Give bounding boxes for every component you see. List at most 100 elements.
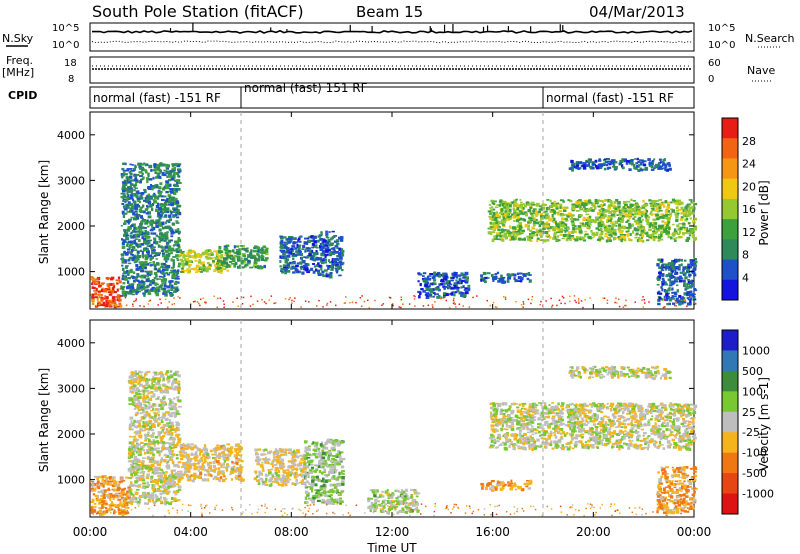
echo-cell [319, 247, 324, 252]
echo-cell [652, 238, 656, 242]
echo-cell [138, 245, 142, 248]
echo-cell [623, 159, 627, 163]
echo-cell [324, 254, 327, 259]
echo-cell [185, 255, 188, 257]
echo-cell [687, 293, 691, 296]
echo-cell [550, 217, 553, 222]
echo-cell [122, 240, 126, 244]
echo-cell [176, 259, 180, 261]
echo-cell [136, 393, 141, 395]
echo-cell [241, 248, 246, 250]
echo-cell [525, 273, 529, 276]
echo-cell [121, 261, 126, 264]
echo-cell [504, 212, 508, 215]
echo-cell [219, 297, 222, 299]
echo-cell [150, 409, 154, 412]
echo-cell [432, 306, 434, 308]
echo-cell [165, 267, 169, 272]
echo-cell [559, 203, 563, 207]
echo-cell [142, 247, 146, 251]
echo-cell [333, 258, 337, 260]
echo-cell [166, 377, 170, 381]
echo-cell [400, 296, 402, 298]
echo-cell [168, 378, 171, 383]
echo-cell [489, 213, 492, 215]
echo-cell [515, 301, 517, 303]
echo-cell [603, 224, 606, 227]
echo-cell [588, 215, 592, 218]
echo-cell [530, 212, 533, 216]
echo-cell [98, 303, 100, 306]
echo-cell [567, 231, 571, 235]
echo-cell [144, 267, 147, 270]
echo-cell [132, 207, 136, 210]
echo-cell [137, 382, 141, 385]
echo-cell [125, 304, 128, 306]
echo-cell [151, 248, 155, 252]
echo-cell [529, 202, 533, 205]
echo-cell [642, 230, 647, 232]
echo-cell [94, 292, 98, 296]
echo-cell [484, 280, 487, 284]
echo-cell [593, 235, 596, 238]
echo-cell [147, 221, 152, 224]
echo-cell [518, 221, 523, 226]
echo-cell [610, 201, 613, 206]
echo-cell [166, 175, 169, 178]
echo-cell [175, 424, 179, 427]
echo-cell [456, 275, 459, 279]
echo-cell [127, 221, 130, 225]
echo-cell [166, 285, 171, 289]
echo-cell [662, 306, 665, 309]
echo-cell [501, 280, 505, 284]
echo-cell [122, 267, 125, 272]
echo-cell [127, 460, 132, 463]
echo-cell [134, 399, 139, 402]
echo-cell [569, 218, 574, 220]
echo-cell [167, 264, 171, 269]
echo-cell [129, 207, 134, 210]
echo-cell [256, 246, 261, 250]
echo-cell [683, 266, 686, 270]
echo-cell [640, 232, 644, 235]
echo-cell [622, 236, 626, 240]
echo-cell [656, 284, 660, 286]
echo-cell [261, 299, 263, 301]
echo-cell [218, 251, 222, 254]
echo-cell [633, 209, 637, 213]
echo-cell [683, 281, 686, 285]
echo-cell [621, 237, 624, 240]
echo-cell [605, 224, 609, 228]
echo-cell [545, 213, 549, 215]
echo-cell [313, 244, 318, 247]
echo-cell [422, 272, 427, 275]
echo-cell [155, 224, 160, 228]
echo-cell [252, 303, 254, 306]
echo-cell [671, 209, 676, 213]
echo-cell [521, 207, 524, 212]
echo-cell [298, 240, 302, 243]
echo-cell [170, 251, 173, 255]
echo-cell [460, 272, 464, 276]
echo-cell [175, 207, 179, 210]
echo-cell [563, 229, 567, 232]
echo-cell [166, 226, 171, 229]
echo-cell [146, 449, 151, 452]
echo-cell [670, 208, 673, 211]
echo-cell [233, 251, 237, 254]
echo-cell [657, 290, 661, 293]
echo-cell [144, 260, 148, 265]
echo-cell [247, 256, 250, 258]
echo-cell [214, 263, 218, 268]
echo-cell [159, 479, 163, 482]
echo-cell [123, 229, 127, 232]
echo-cell [108, 293, 113, 296]
echo-cell [634, 212, 638, 216]
echo-cell [508, 204, 512, 208]
echo-cell [605, 239, 609, 243]
echo-cell [625, 162, 629, 165]
echo-cell [291, 302, 293, 304]
echo-cell [522, 203, 525, 206]
echo-cell [152, 385, 156, 388]
echo-cell [101, 300, 103, 302]
